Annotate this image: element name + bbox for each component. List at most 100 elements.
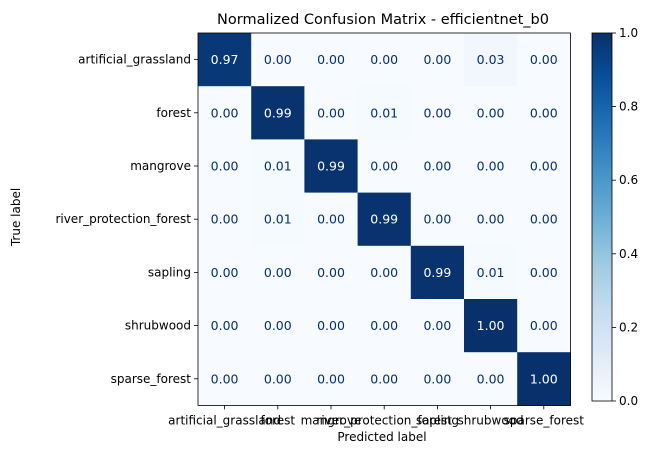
x-tick-label: forest bbox=[261, 413, 296, 427]
cell-value-label: 1.00 bbox=[477, 318, 505, 333]
cell-value-label: 0.00 bbox=[264, 265, 292, 280]
cell-value-label: 0.00 bbox=[477, 105, 505, 120]
colorbar-tick-label: 0.4 bbox=[619, 247, 638, 261]
cell-value-label: 0.00 bbox=[477, 212, 505, 227]
heatmap-cell bbox=[251, 86, 305, 140]
x-tick-label: river_protection_forest bbox=[316, 413, 452, 427]
heatmap-cell bbox=[464, 192, 518, 247]
cell-value-label: 0.00 bbox=[530, 52, 558, 67]
heatmap-cell bbox=[251, 352, 305, 406]
heatmap-cell bbox=[198, 33, 252, 87]
cell-value-label: 0.00 bbox=[530, 265, 558, 280]
x-tick-label: mangrove bbox=[301, 413, 362, 427]
colorbar-tick-label: 1.0 bbox=[619, 26, 638, 40]
cell-value-label: 0.00 bbox=[370, 318, 398, 333]
heatmap-cell bbox=[410, 33, 465, 87]
heatmap-cell bbox=[464, 139, 518, 194]
heatmap-cell bbox=[517, 245, 571, 300]
cell-value-label: 0.00 bbox=[211, 212, 239, 227]
heatmap-cell bbox=[251, 245, 305, 300]
cell-value-label: 0.00 bbox=[477, 159, 505, 174]
y-tick-label: sparse_forest bbox=[111, 372, 192, 386]
heatmap-cell bbox=[410, 139, 465, 194]
cell-value-label: 0.99 bbox=[423, 265, 451, 280]
x-tick-label: sapling bbox=[416, 413, 459, 427]
heatmap-cell bbox=[304, 139, 359, 194]
heatmap-cell bbox=[410, 352, 465, 406]
y-tick-label: mangrove bbox=[130, 159, 191, 173]
heatmap-cell bbox=[357, 352, 412, 406]
cell-value-label: 0.01 bbox=[264, 212, 292, 227]
heatmap-cell bbox=[304, 352, 359, 406]
cell-value-label: 0.00 bbox=[423, 52, 451, 67]
heatmap-cell bbox=[357, 299, 412, 353]
colorbar-gradient bbox=[591, 32, 613, 402]
cell-value-label: 0.00 bbox=[423, 212, 451, 227]
colorbar-tick-label: 0.8 bbox=[619, 100, 638, 114]
heatmap-cell bbox=[198, 192, 252, 247]
heatmap-cell bbox=[517, 86, 571, 140]
cell-value-label: 0.00 bbox=[423, 105, 451, 120]
cell-value-label: 0.00 bbox=[530, 159, 558, 174]
heatmap-cell bbox=[357, 86, 412, 140]
cell-value-label: 0.00 bbox=[530, 212, 558, 227]
cell-value-label: 0.00 bbox=[211, 318, 239, 333]
heatmap-cell bbox=[357, 139, 412, 194]
cell-value-label: 0.00 bbox=[423, 371, 451, 386]
cell-value-label: 0.99 bbox=[264, 105, 292, 120]
cell-value-label: 0.03 bbox=[477, 52, 505, 67]
heatmap-cell bbox=[357, 33, 412, 87]
colorbar-tick-label: 0.2 bbox=[619, 320, 638, 334]
cell-value-label: 0.99 bbox=[370, 212, 398, 227]
heatmap-cell bbox=[410, 299, 465, 353]
heatmap-cell bbox=[198, 299, 252, 353]
cell-value-label: 0.00 bbox=[477, 371, 505, 386]
x-tick-label: artificial_grassland bbox=[168, 413, 281, 427]
heatmap-cell bbox=[517, 299, 571, 353]
cell-value-label: 0.00 bbox=[370, 159, 398, 174]
cell-value-label: 0.01 bbox=[477, 265, 505, 280]
cell-value-label: 0.00 bbox=[317, 371, 345, 386]
heatmap-cell bbox=[251, 299, 305, 353]
y-tick-label: sapling bbox=[148, 265, 191, 279]
cell-value-label: 0.00 bbox=[423, 159, 451, 174]
heatmap-cell bbox=[198, 352, 252, 406]
heatmap-cell bbox=[464, 86, 518, 140]
cell-value-label: 0.00 bbox=[317, 105, 345, 120]
heatmap-cell bbox=[464, 352, 518, 406]
heatmap-cell bbox=[198, 86, 252, 140]
heatmap-cell bbox=[464, 33, 518, 87]
cell-value-label: 0.00 bbox=[370, 52, 398, 67]
cell-value-label: 0.00 bbox=[317, 318, 345, 333]
x-tick-label: sparse_forest bbox=[504, 413, 585, 427]
y-tick-label: river_protection_forest bbox=[55, 212, 191, 226]
heatmap-cell bbox=[304, 299, 359, 353]
y-tick-label: artificial_grassland bbox=[78, 53, 191, 67]
cell-value-label: 0.00 bbox=[264, 52, 292, 67]
heatmap-cell bbox=[410, 86, 465, 140]
colorbar-tick-label: 0.0 bbox=[619, 394, 638, 408]
cell-value-label: 0.00 bbox=[211, 265, 239, 280]
heatmap-cell bbox=[251, 33, 305, 87]
heatmap-cell bbox=[517, 352, 571, 406]
cell-value-label: 0.00 bbox=[423, 318, 451, 333]
x-tick-label: shrubwood bbox=[458, 413, 524, 427]
heatmap-cell bbox=[251, 139, 305, 194]
heatmap-cell bbox=[517, 139, 571, 194]
cell-value-label: 0.97 bbox=[211, 52, 239, 67]
heatmap-cell bbox=[304, 245, 359, 300]
colorbar: 0.0 0.2 0.4 0.6 0.8 1.0 bbox=[591, 26, 638, 408]
cell-value-label: 0.00 bbox=[317, 265, 345, 280]
cell-value-label: 0.00 bbox=[370, 371, 398, 386]
cell-value-label: 0.00 bbox=[530, 318, 558, 333]
cell-value-label: 0.00 bbox=[264, 371, 292, 386]
chart-title: Normalized Confusion Matrix - efficientn… bbox=[217, 12, 549, 28]
cell-value-label: 0.00 bbox=[317, 212, 345, 227]
heatmap-cell bbox=[410, 245, 465, 300]
heatmap-cell bbox=[357, 245, 412, 300]
heatmap-cell bbox=[464, 299, 518, 353]
heatmap-cell bbox=[517, 192, 571, 247]
